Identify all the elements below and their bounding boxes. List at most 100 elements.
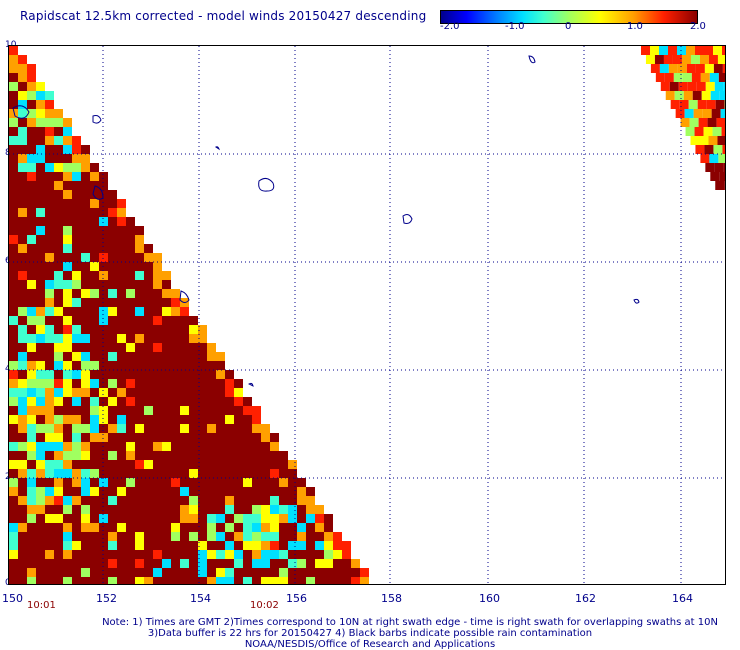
swath-cell	[108, 334, 117, 343]
swath-cell	[135, 298, 144, 307]
swath-cell	[90, 244, 99, 253]
swath-cell	[99, 352, 108, 361]
swath-cell	[81, 397, 90, 406]
colorbar	[440, 10, 698, 24]
swath-cell	[81, 352, 90, 361]
swath-cell	[315, 559, 324, 568]
swath-cell	[54, 541, 63, 550]
swath-cell	[9, 271, 18, 280]
swath-cell	[162, 289, 171, 298]
swath-cell	[72, 253, 81, 262]
swath-cell	[135, 532, 144, 541]
swath-cell	[126, 370, 135, 379]
swath-cell	[36, 352, 45, 361]
swath-cell	[189, 415, 198, 424]
swath-cell	[45, 388, 54, 397]
swath-cell	[99, 172, 108, 181]
swath-cell	[72, 289, 81, 298]
swath-cell	[18, 109, 27, 118]
swath-cell	[189, 505, 198, 514]
swath-cell	[72, 370, 81, 379]
swath-cell	[288, 478, 297, 487]
swath-cell	[45, 244, 54, 253]
swath-cell	[18, 289, 27, 298]
swath-cell	[672, 55, 682, 64]
swath-cell	[9, 406, 18, 415]
swath-cell	[9, 433, 18, 442]
swath-cell	[135, 496, 144, 505]
swath-cell	[144, 433, 153, 442]
swath-cell	[81, 244, 90, 253]
swath-cell	[18, 568, 27, 577]
swath-cell	[90, 505, 99, 514]
swath-cell	[126, 388, 135, 397]
swath-cell	[36, 460, 45, 469]
swath-cell	[36, 172, 45, 181]
swath-cell	[261, 577, 270, 584]
swath-cell	[171, 397, 180, 406]
swath-cell	[72, 532, 81, 541]
swath-cell	[63, 217, 72, 226]
swath-cell	[198, 496, 207, 505]
swath-cell	[108, 424, 117, 433]
swath-cell	[126, 550, 135, 559]
swath-cell	[270, 469, 279, 478]
swath-cell	[72, 172, 81, 181]
swath-cell	[144, 325, 153, 334]
swath-cell	[225, 406, 234, 415]
swath-cell	[108, 235, 117, 244]
swath-cell	[270, 514, 279, 523]
swath-cell	[63, 163, 72, 172]
swath-cell	[36, 343, 45, 352]
swath-cell	[90, 541, 99, 550]
swath-cell	[18, 91, 27, 100]
time-label: 10:02	[250, 600, 279, 611]
swath-cell	[81, 550, 90, 559]
swath-cell	[99, 199, 108, 208]
swath-cell	[54, 388, 63, 397]
x-axis-label: 162	[575, 592, 596, 605]
swath-cell	[81, 307, 90, 316]
swath-cell	[180, 505, 189, 514]
swath-cell	[63, 199, 72, 208]
island-outline	[248, 382, 254, 387]
swath-cell	[704, 46, 713, 55]
swath-cell	[144, 514, 153, 523]
swath-cell	[36, 433, 45, 442]
swath-cell	[45, 343, 54, 352]
swath-cell	[270, 577, 279, 584]
swath-cell	[198, 325, 207, 334]
swath-cell	[144, 424, 153, 433]
swath-cell	[126, 316, 135, 325]
swath-cell	[9, 361, 18, 370]
swath-cell	[216, 442, 225, 451]
swath-cell	[63, 154, 72, 163]
swath-cell	[81, 316, 90, 325]
swath-cell	[18, 487, 27, 496]
swath-cell	[54, 226, 63, 235]
swath-cell	[36, 550, 45, 559]
swath-cell	[189, 469, 198, 478]
swath-cell	[162, 388, 171, 397]
swath-cell	[63, 442, 72, 451]
swath-cell	[288, 550, 297, 559]
swath-cell	[171, 460, 180, 469]
swath-cell	[243, 406, 252, 415]
swath-cell	[162, 550, 171, 559]
swath-cell	[99, 433, 108, 442]
swath-cell	[243, 397, 252, 406]
swath-cell	[27, 289, 36, 298]
swath-cell	[9, 253, 18, 262]
swath-cell	[225, 478, 234, 487]
swath-cell	[153, 442, 162, 451]
swath-cell	[81, 460, 90, 469]
swath-cell	[36, 154, 45, 163]
swath-cell	[27, 316, 36, 325]
swath-cell	[135, 235, 144, 244]
swath-cell	[54, 172, 63, 181]
swath-cell	[45, 217, 54, 226]
swath-cell	[261, 532, 270, 541]
swath-cell	[144, 532, 153, 541]
swath-cell	[198, 370, 207, 379]
swath-cell	[45, 568, 54, 577]
